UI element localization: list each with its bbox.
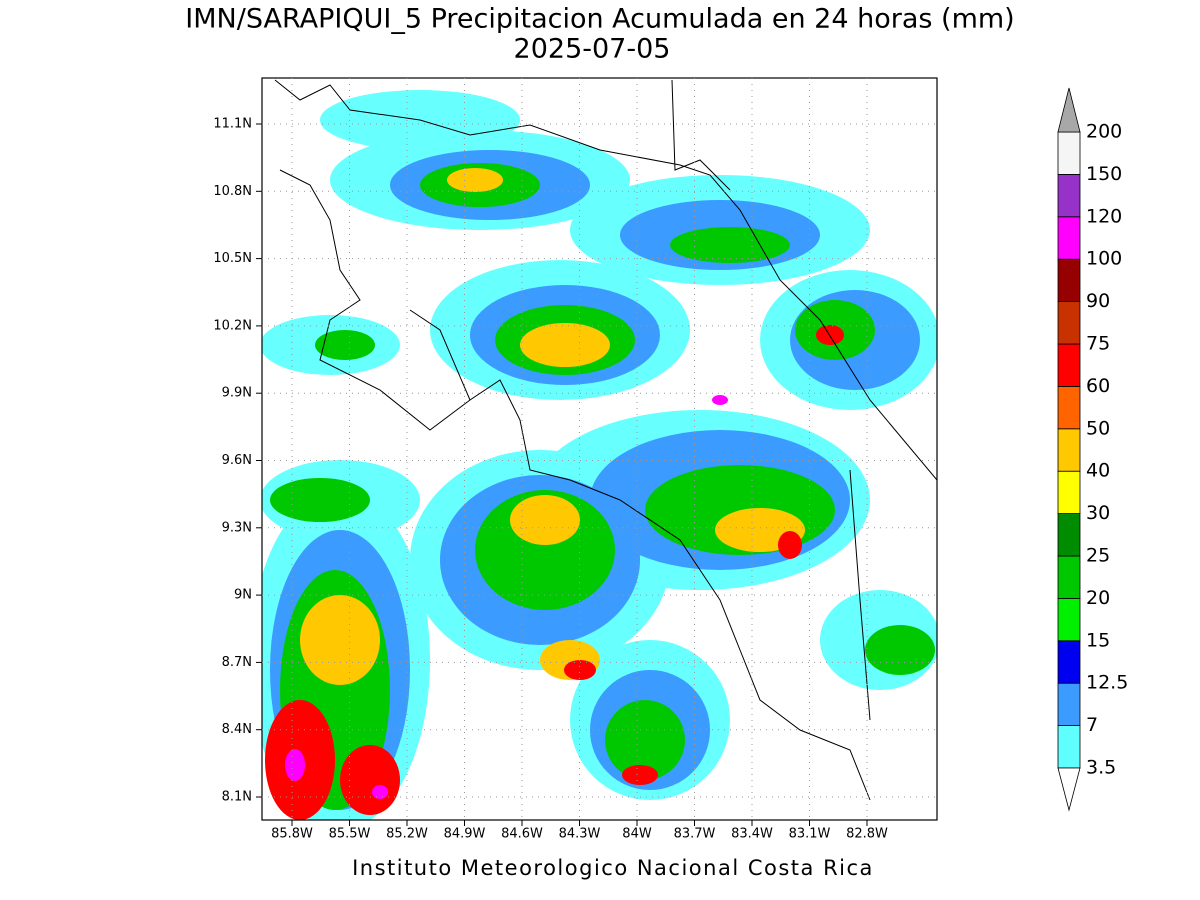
credit: Instituto Meteorologico Nacional Costa R… — [352, 856, 874, 880]
colorbar-box — [1057, 513, 1081, 557]
colorbar-box — [1057, 598, 1081, 642]
colorbar-box — [1057, 555, 1081, 599]
colorbar-label: 200 — [1086, 121, 1122, 143]
colorbar-label: 15 — [1086, 629, 1110, 651]
colorbar-box — [1057, 301, 1081, 345]
colorbar-box — [1057, 173, 1081, 218]
colorbar-box — [1057, 216, 1081, 260]
map-frame — [261, 77, 938, 821]
precip-field — [262, 79, 937, 820]
colorbar-label: 60 — [1086, 375, 1110, 397]
colorbar-label: 120 — [1086, 205, 1122, 227]
colorbar-label: 50 — [1086, 417, 1110, 439]
colorbar-label: 25 — [1086, 545, 1110, 567]
lon-label: 83.4W — [731, 827, 773, 842]
lat-label: 9N — [234, 588, 252, 603]
colorbar-box — [1057, 640, 1081, 684]
lat-label: 8.4N — [222, 722, 252, 737]
colorbar-label: 40 — [1086, 460, 1110, 482]
subtitle: 2025-07-05 — [514, 34, 671, 65]
lon-label: 84.9W — [444, 827, 486, 842]
lon-label: 84.6W — [501, 827, 543, 842]
lat-label: 9.9N — [222, 386, 252, 401]
lon-label: 83.7W — [674, 827, 716, 842]
colorbar-box — [1057, 428, 1081, 472]
colorbar-box — [1057, 343, 1081, 387]
lon-label: 82.8W — [846, 827, 888, 842]
colorbar-label: 3.5 — [1086, 757, 1116, 779]
title: IMN/SARAPIQUI_5 Precipitacion Acumulada … — [185, 4, 1014, 35]
lat-label: 9.3N — [222, 520, 252, 535]
colorbar-label: 150 — [1086, 163, 1122, 185]
lat-label: 9.6N — [222, 453, 252, 468]
colorbar-box — [1057, 725, 1081, 769]
lon-label: 84W — [622, 827, 652, 842]
lon-label: 85.8W — [271, 827, 313, 842]
lat-label: 11.1N — [213, 117, 252, 132]
lat-label: 10.8N — [213, 184, 252, 199]
colorbar-under — [1057, 767, 1081, 812]
lat-label: 10.2N — [213, 318, 252, 333]
lon-label: 85.2W — [386, 827, 428, 842]
colorbar-box — [1057, 258, 1081, 303]
colorbar-label: 7 — [1086, 714, 1098, 736]
colorbar-box — [1057, 470, 1081, 515]
colorbar-label: 30 — [1086, 502, 1110, 524]
lat-label: 8.1N — [222, 790, 252, 805]
colorbar-box — [1057, 682, 1081, 727]
colorbar-over — [1057, 87, 1081, 133]
colorbar-label: 75 — [1086, 333, 1110, 355]
colorbar-label: 12.5 — [1086, 672, 1128, 694]
colorbar-label: 20 — [1086, 587, 1110, 609]
colorbar-label: 90 — [1086, 290, 1110, 312]
lon-label: 83.1W — [789, 827, 831, 842]
lat-label: 10.5N — [213, 251, 252, 266]
colorbar-box — [1057, 385, 1081, 430]
lon-label: 84.3W — [559, 827, 601, 842]
lat-label: 8.7N — [222, 655, 252, 670]
lon-label: 85.5W — [329, 827, 371, 842]
colorbar-box — [1057, 131, 1081, 175]
colorbar-label: 100 — [1086, 248, 1122, 270]
